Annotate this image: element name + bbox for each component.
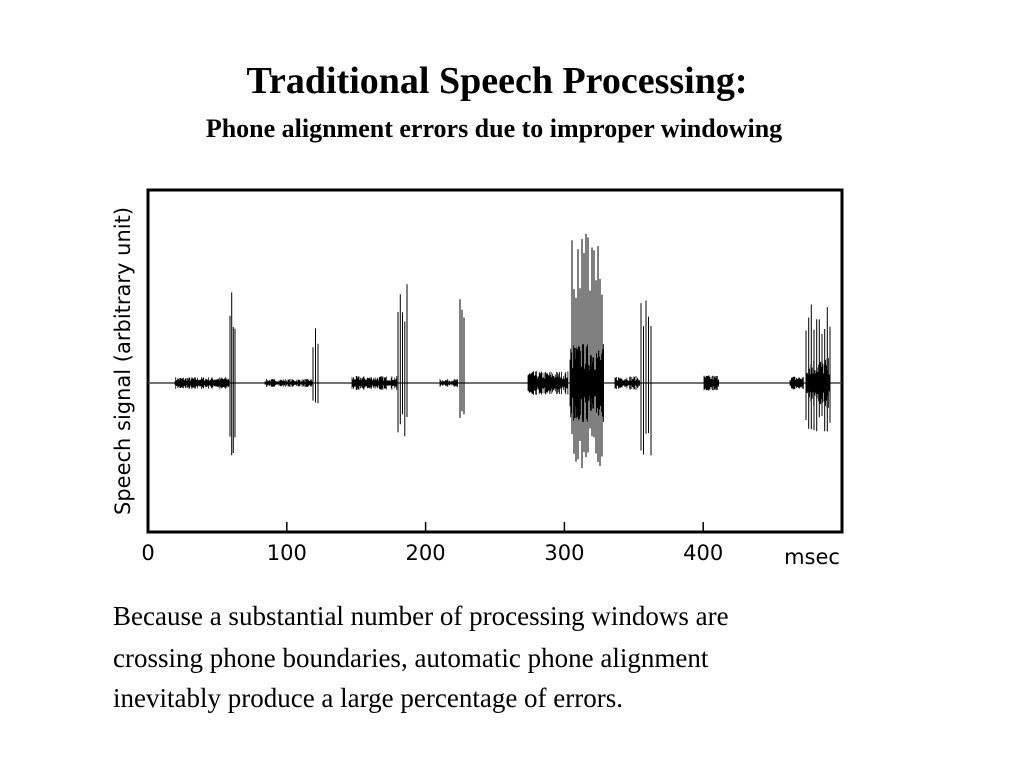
waveform xyxy=(174,233,831,468)
wave-spike xyxy=(640,300,652,456)
wave-noise xyxy=(264,379,313,387)
wave-noise xyxy=(703,375,720,391)
body-line: crossing phone boundaries, automatic pho… xyxy=(113,643,709,673)
wave-noise xyxy=(439,379,458,387)
x-tick-label: 400 xyxy=(683,541,723,565)
wave-noise xyxy=(789,376,804,390)
wave-spike xyxy=(397,284,408,437)
body-text: Because a substantial number of processi… xyxy=(113,601,735,713)
body-line: inevitably produce a large percentage of… xyxy=(113,683,623,713)
x-unit-label: msec xyxy=(784,545,840,569)
body-line: Because a substantial number of processi… xyxy=(113,601,729,631)
x-tick-label: 100 xyxy=(267,541,307,565)
wave-spike xyxy=(459,299,465,418)
wave-noise xyxy=(805,358,831,408)
x-tick-label: 0 xyxy=(141,541,154,565)
wave-noise xyxy=(174,377,230,389)
wave-noise xyxy=(569,344,604,422)
wave-noise xyxy=(351,376,398,390)
y-axis-label: Speech signal (arbitrary unit) xyxy=(111,207,135,515)
wave-noise xyxy=(614,376,640,390)
plot-frame xyxy=(146,188,844,534)
x-tick-label: 300 xyxy=(544,541,584,565)
figure: Speech signal (arbitrary unit) msec 0 100… xyxy=(111,188,844,569)
wave-spike xyxy=(229,292,236,456)
subtitle: Phone alignment errors due to improper w… xyxy=(206,114,782,143)
wave-spike xyxy=(312,328,319,404)
title: Traditional Speech Processing: xyxy=(246,60,747,102)
wave-noise xyxy=(527,371,569,395)
x-tick-label: 200 xyxy=(406,541,446,565)
